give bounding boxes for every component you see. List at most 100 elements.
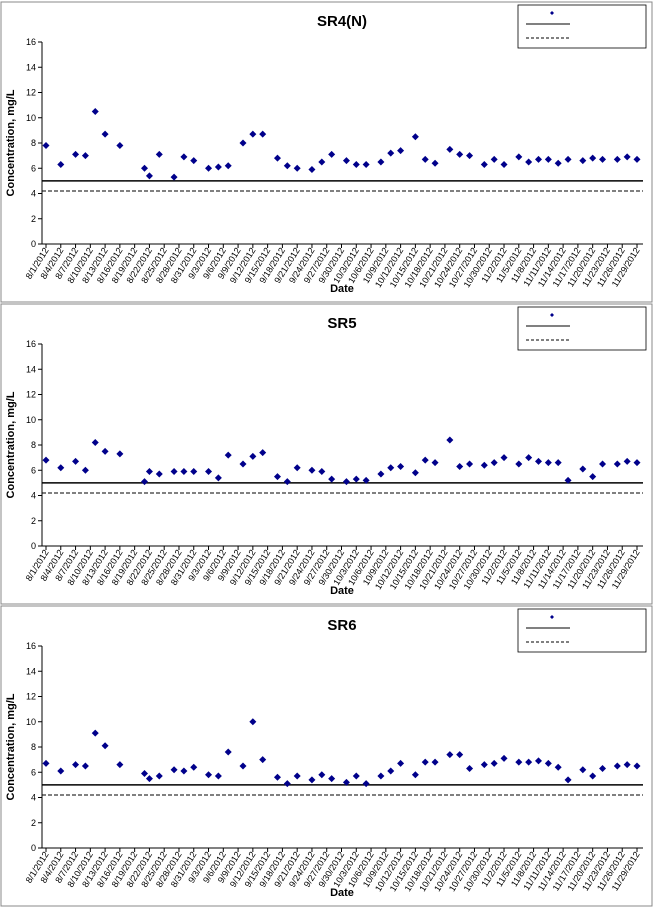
data-point (283, 162, 291, 170)
y-tick-label: 16 (26, 641, 36, 651)
y-tick-label: 14 (26, 62, 36, 72)
legend-box (517, 608, 647, 653)
data-point (377, 470, 385, 478)
data-point (544, 459, 552, 467)
data-point (535, 457, 542, 465)
data-point (273, 154, 281, 162)
y-axis-label: Concentration, mg/L (5, 89, 17, 196)
data-point (500, 754, 508, 762)
data-point (81, 762, 89, 770)
data-point (599, 764, 607, 772)
data-point (249, 452, 257, 460)
data-point (579, 766, 587, 774)
data-point (456, 462, 464, 470)
data-point (525, 758, 533, 766)
data-point (170, 468, 178, 476)
data-point (362, 476, 370, 484)
data-point (411, 771, 419, 779)
chart-panel: SR4(N)02468101214168/1/20128/4/20128/7/2… (0, 1, 653, 303)
data-point (579, 465, 587, 473)
data-point (525, 158, 533, 166)
data-point (633, 155, 641, 163)
data-point (421, 456, 429, 464)
chart-panel: SR502468101214168/1/20128/4/20128/7/2012… (0, 303, 653, 605)
data-point (480, 461, 488, 469)
data-point (205, 771, 213, 779)
data-point (155, 772, 163, 780)
data-point (544, 155, 552, 163)
data-point (352, 772, 360, 780)
y-tick-label: 12 (26, 692, 36, 702)
data-point (397, 147, 405, 155)
legend-marker (550, 11, 554, 15)
legend-box (517, 4, 647, 49)
x-axis-label: Date (330, 887, 354, 899)
data-point (431, 758, 439, 766)
data-point (500, 160, 508, 168)
data-point (293, 772, 301, 780)
data-point (259, 449, 267, 457)
y-axis-label: Concentration, mg/L (5, 693, 17, 800)
data-point (421, 155, 429, 163)
data-point (318, 468, 326, 476)
data-point (205, 164, 213, 172)
data-point (170, 766, 178, 774)
legend (517, 306, 647, 351)
panel-border (0, 303, 653, 605)
data-point (72, 457, 80, 465)
y-axis-label: Concentration, mg/L (5, 391, 17, 498)
legend (517, 608, 647, 653)
data-point (224, 451, 232, 459)
data-point (318, 771, 326, 779)
data-point (480, 761, 488, 769)
data-point (554, 159, 562, 167)
data-point (623, 153, 631, 161)
data-point (515, 460, 523, 468)
data-point (190, 157, 198, 165)
panel-border (0, 1, 653, 303)
data-point (318, 158, 326, 166)
data-point (456, 150, 464, 158)
data-point (490, 759, 498, 767)
data-point (224, 162, 232, 170)
data-point (362, 780, 370, 788)
y-tick-label: 16 (26, 37, 36, 47)
data-point (397, 462, 405, 470)
data-point (466, 152, 474, 160)
data-point (456, 751, 464, 759)
data-point (283, 780, 291, 788)
data-point (466, 764, 474, 772)
data-point (293, 164, 301, 172)
data-point (116, 142, 124, 150)
data-point (515, 758, 523, 766)
legend-box (517, 306, 647, 351)
chart-panel: SR602468101214168/1/20128/4/20128/7/2012… (0, 605, 653, 907)
data-point (259, 756, 267, 764)
data-point (352, 475, 360, 483)
data-point (42, 456, 50, 464)
y-tick-label: 12 (26, 88, 36, 98)
y-tick-label: 2 (31, 818, 36, 828)
y-tick-label: 8 (31, 742, 36, 752)
data-point (57, 767, 65, 775)
data-point (57, 464, 65, 472)
data-point (116, 761, 124, 769)
data-point (239, 139, 247, 147)
data-point (490, 459, 498, 467)
data-point (352, 160, 360, 168)
data-point (466, 460, 474, 468)
data-point (589, 473, 597, 481)
y-tick-label: 10 (26, 717, 36, 727)
y-tick-label: 16 (26, 339, 36, 349)
data-point (91, 107, 99, 115)
data-point (397, 759, 405, 767)
data-point (377, 158, 385, 166)
data-point (421, 758, 429, 766)
data-point (57, 160, 65, 168)
data-point (633, 459, 641, 467)
data-point (342, 157, 350, 165)
data-point (446, 751, 454, 759)
data-point (554, 763, 562, 771)
data-point (170, 173, 178, 181)
